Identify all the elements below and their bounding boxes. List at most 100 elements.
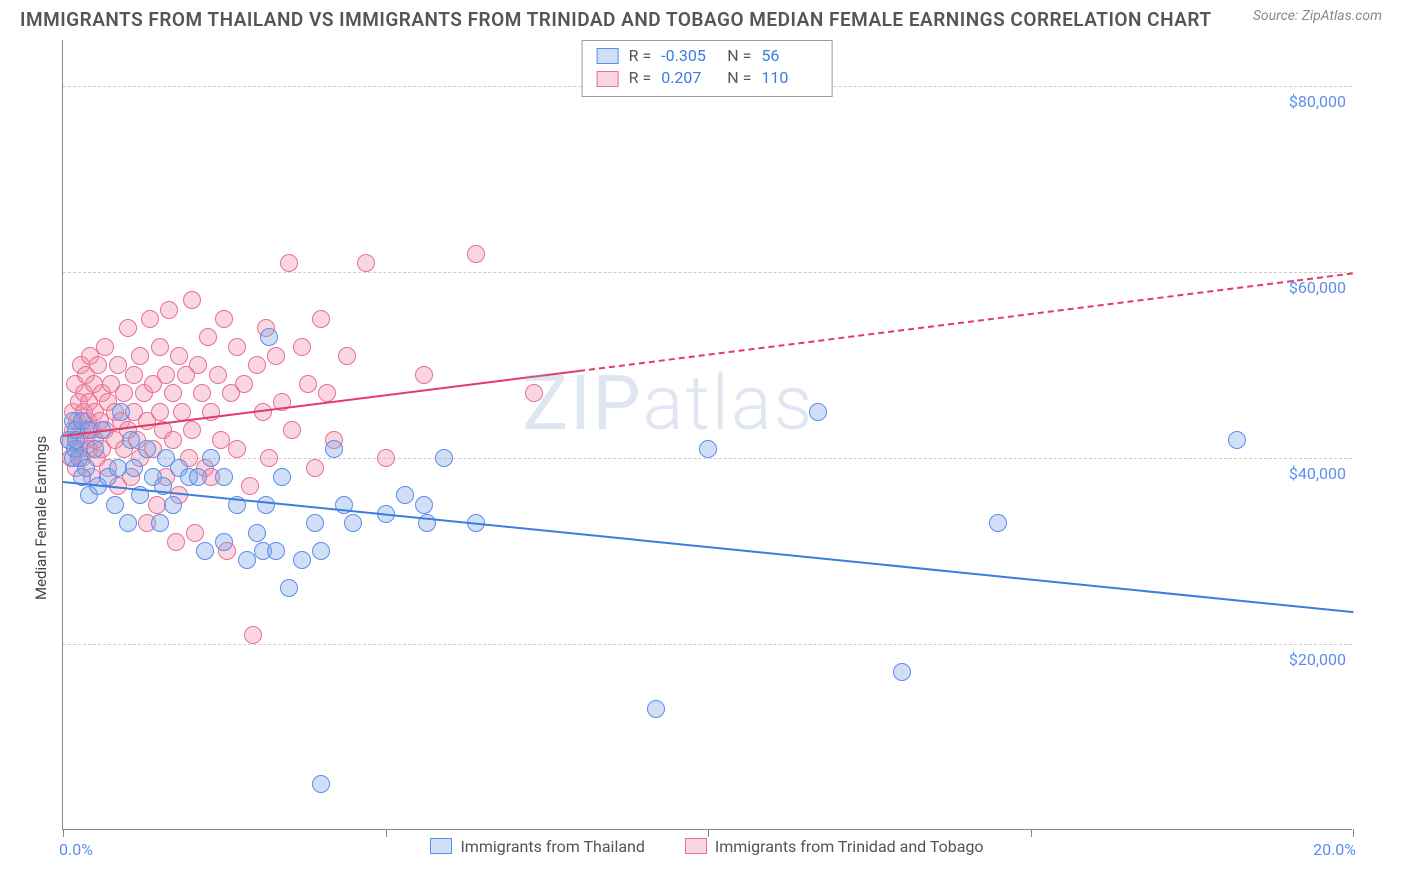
data-point xyxy=(377,449,395,467)
bottom-legend: Immigrants from Thailand Immigrants from… xyxy=(62,837,1352,859)
legend-item-thailand: Immigrants from Thailand xyxy=(430,837,644,856)
data-point xyxy=(260,449,278,467)
data-point xyxy=(260,328,278,346)
data-point xyxy=(280,254,298,272)
data-point xyxy=(1228,431,1246,449)
plot-area: $20,000$40,000$60,000$80,0000.0%20.0% Me… xyxy=(62,40,1352,830)
data-point xyxy=(119,514,137,532)
data-point xyxy=(131,347,149,365)
data-point xyxy=(167,533,185,551)
chart-title: IMMIGRANTS FROM THAILAND VS IMMIGRANTS F… xyxy=(20,8,1212,31)
data-point xyxy=(647,700,665,718)
data-point xyxy=(122,431,140,449)
data-point xyxy=(415,496,433,514)
data-point xyxy=(125,366,143,384)
gridline xyxy=(63,458,1352,459)
x-tick xyxy=(1353,829,1354,837)
data-point xyxy=(283,421,301,439)
data-point xyxy=(809,403,827,421)
data-point xyxy=(183,421,201,439)
data-point xyxy=(138,440,156,458)
swatch-thailand xyxy=(430,838,452,854)
data-point xyxy=(199,328,217,346)
data-point xyxy=(209,366,227,384)
n-label: N = xyxy=(727,45,751,67)
data-point xyxy=(112,403,130,421)
trend-line xyxy=(579,272,1353,372)
data-point xyxy=(186,524,204,542)
data-point xyxy=(228,440,246,458)
source-label: Source: ZipAtlas.com xyxy=(1253,8,1382,24)
r-value-thailand: -0.305 xyxy=(661,45,717,67)
data-point xyxy=(151,403,169,421)
n-value-trinidad: 110 xyxy=(761,67,817,89)
header: IMMIGRANTS FROM THAILAND VS IMMIGRANTS F… xyxy=(0,0,1406,31)
r-value-trinidad: 0.207 xyxy=(661,67,717,89)
data-point xyxy=(119,319,137,337)
data-point xyxy=(196,542,214,560)
stats-row-thailand: R = -0.305 N = 56 xyxy=(597,45,818,67)
data-point xyxy=(215,468,233,486)
data-point xyxy=(306,514,324,532)
data-point xyxy=(151,338,169,356)
data-point xyxy=(164,496,182,514)
y-tick-label: $20,000 xyxy=(1289,650,1346,669)
data-point xyxy=(344,514,362,532)
data-point xyxy=(248,356,266,374)
swatch-trinidad xyxy=(685,838,707,854)
data-point xyxy=(989,514,1007,532)
axes: $20,000$40,000$60,000$80,0000.0%20.0% xyxy=(62,40,1352,830)
n-label: N = xyxy=(727,67,751,89)
data-point xyxy=(183,291,201,309)
data-point xyxy=(160,301,178,319)
data-point xyxy=(215,533,233,551)
y-axis-label: Median Female Earnings xyxy=(32,436,50,600)
data-point xyxy=(189,468,207,486)
data-point xyxy=(244,626,262,644)
data-point xyxy=(280,579,298,597)
data-point xyxy=(115,384,133,402)
stats-row-trinidad: R = 0.207 N = 110 xyxy=(597,67,818,89)
data-point xyxy=(893,663,911,681)
data-point xyxy=(293,551,311,569)
data-point xyxy=(202,449,220,467)
data-point xyxy=(338,347,356,365)
data-point xyxy=(193,384,211,402)
data-point xyxy=(157,366,175,384)
data-point xyxy=(415,366,433,384)
data-point xyxy=(141,310,159,328)
data-point xyxy=(525,384,543,402)
data-point xyxy=(273,468,291,486)
data-point xyxy=(89,356,107,374)
data-point xyxy=(267,542,285,560)
data-point xyxy=(257,496,275,514)
data-point xyxy=(125,459,143,477)
data-point xyxy=(435,449,453,467)
y-tick-label: $40,000 xyxy=(1289,464,1346,483)
data-point xyxy=(164,431,182,449)
data-point xyxy=(212,431,230,449)
data-point xyxy=(467,245,485,263)
legend-item-trinidad: Immigrants from Trinidad and Tobago xyxy=(685,837,984,856)
data-point xyxy=(96,338,114,356)
data-point xyxy=(396,486,414,504)
data-point xyxy=(312,542,330,560)
legend-label-trinidad: Immigrants from Trinidad and Tobago xyxy=(715,837,984,856)
data-point xyxy=(312,775,330,793)
data-point xyxy=(235,375,253,393)
data-point xyxy=(228,338,246,356)
n-value-thailand: 56 xyxy=(761,45,817,67)
data-point xyxy=(109,356,127,374)
swatch-trinidad xyxy=(597,71,619,87)
data-point xyxy=(241,477,259,495)
data-point xyxy=(86,440,104,458)
data-point xyxy=(318,384,336,402)
y-tick-label: $80,000 xyxy=(1289,92,1346,111)
data-point xyxy=(248,524,266,542)
data-point xyxy=(106,496,124,514)
data-point xyxy=(170,347,188,365)
data-point xyxy=(306,459,324,477)
swatch-thailand xyxy=(597,48,619,64)
legend-label-thailand: Immigrants from Thailand xyxy=(460,837,644,856)
data-point xyxy=(215,310,233,328)
